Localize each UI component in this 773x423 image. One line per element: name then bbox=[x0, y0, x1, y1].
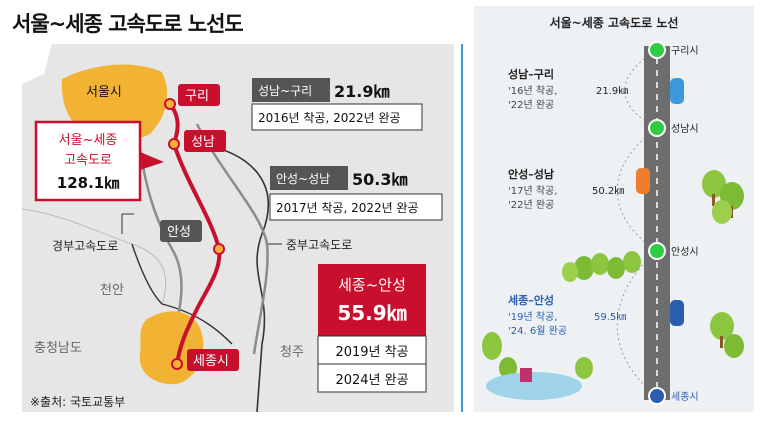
rp-seg1-name: 성남–구리 bbox=[508, 67, 554, 81]
diagram-title: 서울~세종 고속도로 노선 bbox=[549, 16, 679, 30]
page-title: 서울~세종 고속도로 노선도 bbox=[12, 12, 244, 36]
route-name-line1: 서울~세종 bbox=[59, 133, 118, 148]
anseong-node bbox=[648, 242, 666, 260]
cheongju-label: 청주 bbox=[280, 345, 304, 360]
sejong-node bbox=[648, 387, 666, 405]
guri-node bbox=[164, 98, 176, 110]
guri-label: 구리 bbox=[185, 89, 209, 104]
province-boundary bbox=[22, 208, 167, 305]
seongnam-label: 성남 bbox=[191, 135, 215, 150]
station-sejong: 세종시 bbox=[671, 391, 699, 403]
rp-seg2-name: 안성–성남 bbox=[508, 167, 554, 181]
route-name-line2: 고속도로 bbox=[64, 153, 112, 168]
route-length: 128.1㎞ bbox=[57, 174, 119, 192]
route-diagram-panel: 서울~세종 고속도로 노선 bbox=[474, 6, 754, 412]
segment2-length: 50.3㎞ bbox=[352, 170, 407, 189]
segment3-name: 세종~안성 bbox=[338, 276, 406, 294]
route-map: 서울시 구리 성남 안성 세종시 천안 충청남도 청주 경부고속도로 중부고속도… bbox=[22, 44, 454, 412]
pavilion-icon bbox=[520, 368, 532, 382]
segment1-length: 21.9㎞ bbox=[334, 82, 389, 101]
source-note: ※출처: 국토교통부 bbox=[30, 395, 125, 409]
rp-seg3-end: '24. 6월 완공 bbox=[508, 325, 567, 337]
segment1-name: 성남~구리 bbox=[258, 84, 312, 98]
segment1-status: 2016년 착공, 2022년 완공 bbox=[258, 111, 401, 125]
station-anseong: 안성시 bbox=[671, 246, 699, 258]
seoul-label: 서울시 bbox=[86, 85, 122, 100]
segment3-box bbox=[318, 264, 426, 336]
rp-seg3-length: 59.5㎞ bbox=[594, 311, 626, 323]
rp-seg2-start: '17년 착공, bbox=[508, 185, 557, 197]
seongnam-node bbox=[648, 119, 666, 137]
sejong-node bbox=[171, 358, 183, 370]
jungbu-label: 중부고속도로 bbox=[286, 238, 352, 252]
sejong-label: 세종시 bbox=[193, 354, 229, 369]
panel-divider bbox=[461, 44, 463, 412]
segment2-status: 2017년 착공, 2022년 완공 bbox=[276, 201, 419, 215]
chungnam-label: 충청남도 bbox=[34, 341, 82, 356]
car-icon bbox=[670, 300, 684, 326]
segment2-name: 안성~성남 bbox=[276, 172, 330, 186]
rp-seg1-end: '22년 완공 bbox=[508, 99, 554, 111]
cheonan-label: 천안 bbox=[100, 283, 124, 298]
segment3-length: 55.9㎞ bbox=[337, 301, 406, 325]
segment3-end: 2024년 완공 bbox=[335, 373, 408, 388]
province-boundary-dark bbox=[201, 143, 270, 412]
rp-seg3-start: '19년 착공, bbox=[508, 311, 557, 323]
station-guri: 구리시 bbox=[671, 45, 699, 57]
road bbox=[644, 46, 670, 400]
route-diagram: 구리시 성남시 안성시 세종시 성남–구리 '16년 착공, '22년 완공 2… bbox=[482, 41, 744, 405]
anseong-node bbox=[213, 243, 225, 255]
car-icon bbox=[636, 168, 650, 194]
tree-decorations bbox=[482, 170, 744, 379]
gyeongbu-label: 경부고속도로 bbox=[52, 239, 118, 253]
car-icon bbox=[670, 78, 684, 104]
pond bbox=[486, 372, 582, 400]
rp-seg1-start: '16년 착공, bbox=[508, 85, 557, 97]
rp-seg2-end: '22년 완공 bbox=[508, 199, 554, 211]
segment3-start: 2019년 착공 bbox=[335, 345, 408, 360]
rp-seg1-length: 21.9㎞ bbox=[596, 85, 628, 97]
rp-seg3-name: 세종–안성 bbox=[508, 293, 554, 307]
jungbu-highway bbox=[195, 123, 269, 355]
anseong-label: 안성 bbox=[167, 225, 191, 240]
station-seongnam: 성남시 bbox=[671, 123, 699, 135]
seongnam-node bbox=[168, 138, 180, 150]
rp-seg2-length: 50.2㎞ bbox=[592, 185, 624, 197]
guri-node bbox=[648, 41, 666, 59]
